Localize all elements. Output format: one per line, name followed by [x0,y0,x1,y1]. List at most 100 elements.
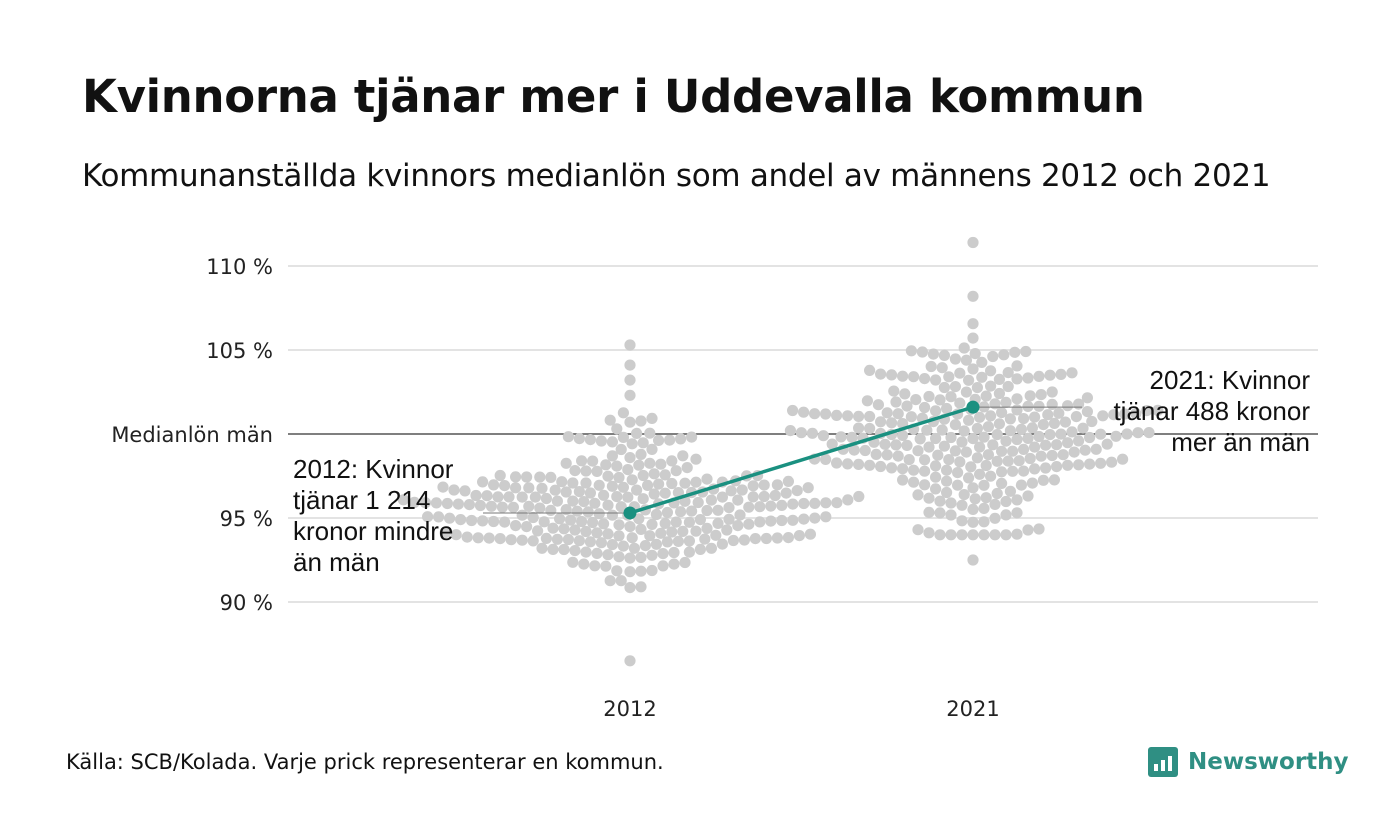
highlight-series [623,400,980,520]
municipality-dot [765,515,777,527]
municipality-dot [582,506,594,518]
municipality-dot [672,535,685,548]
municipality-dot [934,495,946,507]
municipality-dot [433,511,445,523]
municipality-dot [1026,477,1038,489]
municipality-dot [1004,485,1017,497]
municipality-dot [949,445,962,457]
municipality-dot [448,484,460,496]
municipality-dot [952,479,964,491]
municipality-dot [606,480,619,492]
brand: Newsworthy [1148,742,1349,782]
municipality-dot [635,415,647,427]
municipality-dot [655,527,667,539]
municipality-dot [987,350,999,363]
municipality-dot [892,450,904,462]
municipality-dot [1035,389,1047,401]
municipality-dot [1040,462,1052,474]
municipality-dot [967,433,979,445]
municipality-dot [936,424,948,436]
municipality-dot [604,575,616,587]
municipality-dot [488,515,500,528]
municipality-dot [732,520,744,532]
municipality-dot [1081,392,1093,404]
annotation-2021: 2021: Kvinnor tjänar 488 kronor mer än män [1113,365,1310,457]
municipality-dot [633,513,645,525]
municipality-dot [1059,416,1071,428]
municipality-dot [558,523,570,535]
municipality-dot [593,508,605,520]
municipality-dot [1141,405,1153,417]
municipality-dot [956,515,968,527]
municipality-dot [545,504,557,516]
municipality-dot [980,492,992,504]
municipality-dot [650,508,663,521]
municipality-dot [969,348,981,360]
y-tick-label: Medianlön män [111,423,273,447]
municipality-dot [560,457,572,469]
municipality-dot [472,532,484,544]
annotations: 2012: Kvinnor tjänar 1 214 kronor mindre än… [293,365,1310,577]
municipality-dot [859,444,871,457]
municipality-dot [481,490,493,502]
municipality-dot [938,349,951,361]
municipality-dot [817,430,830,442]
municipality-dot [945,529,957,541]
municipality-dot [598,489,610,501]
municipality-dot [635,565,647,577]
municipality-dot [485,500,497,512]
annotation-2012-line: tjänar 1 214 [293,485,430,515]
municipality-dot [923,441,935,453]
municipality-dot [802,482,814,494]
municipality-dot [505,534,517,546]
municipality-dot [980,459,992,472]
municipality-dot [949,381,962,393]
municipality-dot [580,546,592,558]
municipality-dot [905,411,918,423]
municipality-dot [686,431,698,443]
highlight-point-2012 [623,506,637,520]
y-tick-label: 95 % [220,507,273,531]
municipality-dot [969,493,981,505]
municipality-dots [397,236,1164,667]
municipality-dot [927,348,940,360]
municipality-dot [461,531,473,543]
municipality-dot [809,497,821,509]
municipality-dot [864,410,876,423]
municipality-dot [941,486,953,499]
municipality-dot [738,534,751,546]
municipality-dot [725,485,737,497]
municipality-dot [580,465,592,477]
municipality-dot [1013,455,1025,467]
municipality-dot [523,500,535,512]
municipality-dot [536,482,548,494]
municipality-dot [1011,360,1023,372]
municipality-dot [681,462,693,474]
municipality-dot [1068,446,1080,458]
municipality-dot [993,373,1006,385]
municipality-dot [1037,474,1049,486]
municipality-dot [787,514,799,526]
municipality-dot [912,489,924,501]
municipality-dot [996,466,1008,478]
municipality-dot [653,434,665,446]
municipality-dot [1000,396,1012,408]
municipality-dot [694,543,707,556]
municipality-dot [1079,444,1091,456]
municipality-dot [1121,428,1133,440]
municipality-dot [1000,529,1012,541]
y-tick-label: 105 % [206,339,273,363]
municipality-dot [965,461,977,473]
municipality-dot [826,438,838,450]
municipality-dot [798,406,810,418]
municipality-dot [1084,458,1096,470]
municipality-dot [712,517,724,530]
municipality-dot [912,524,924,536]
municipality-dot [1053,407,1065,419]
municipality-dot [549,484,561,496]
municipality-dot [474,499,486,512]
municipality-dot [974,411,986,423]
municipality-dot [941,464,953,476]
municipality-dot [587,455,599,467]
municipality-dot [888,385,900,397]
